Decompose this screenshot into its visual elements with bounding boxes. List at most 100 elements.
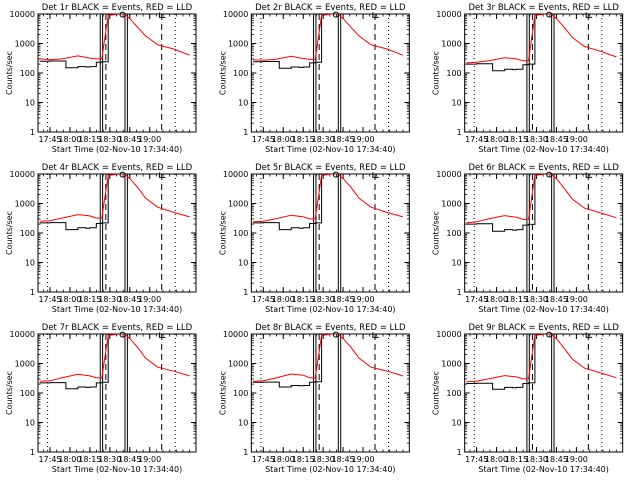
x-tick-label: 18:45 (118, 135, 141, 144)
y-tick-label: 1000 (15, 200, 35, 209)
x-tick-label: 17:45 (465, 295, 488, 304)
marker-circle (546, 171, 553, 178)
x-tick-label: 18:30 (98, 135, 121, 144)
y-tick-label: 10 (238, 419, 248, 428)
x-tick-label: 17:45 (252, 135, 275, 144)
marker-circle (546, 331, 553, 338)
series-events-line (466, 334, 617, 390)
series-lld-line (252, 14, 404, 61)
marker-circle (119, 171, 126, 178)
panel-det-3: Det 3r BLACK = Events, RED = LLD 1 10 100 10… (432, 3, 624, 154)
x-tick-label: 18:00 (58, 295, 81, 304)
x-tick-label: 18:00 (58, 455, 81, 464)
marker-corner (372, 172, 379, 178)
plot-frame (250, 173, 410, 293)
x-tick-label: 18:30 (312, 455, 335, 464)
marker-circle (332, 171, 339, 178)
y-axis-label: Counts/sec (218, 211, 227, 255)
y-tick-label: 10000 (223, 170, 248, 179)
x-tick-label: 18:45 (332, 135, 355, 144)
y-tick-label: 10 (451, 99, 461, 108)
x-tick-label: 18:00 (485, 455, 508, 464)
y-tick-label: 10000 (436, 330, 461, 339)
series-lld-line (466, 14, 617, 64)
panel-title: Det 8r BLACK = Events, RED = LLD (255, 323, 406, 333)
panel-det-7: Det 7r BLACK = Events, RED = LLD 1 10 100 10… (5, 323, 197, 474)
y-tick-label: 10 (451, 419, 461, 428)
marker-corner (372, 332, 379, 338)
y-tick-label: 1000 (441, 40, 461, 49)
x-tick-label: 18:45 (118, 455, 141, 464)
y-tick-label: 100 (446, 389, 461, 398)
series-lld-line (466, 334, 617, 383)
y-tick-label: 100 (233, 389, 248, 398)
x-tick-label: 18:00 (58, 135, 81, 144)
x-tick-label: 18:45 (545, 455, 568, 464)
marker-circle (332, 331, 339, 338)
x-tick-label: 19:00 (352, 455, 375, 464)
marker-corner (585, 12, 593, 18)
x-tick-label: 17:45 (465, 135, 488, 144)
series-events-line (466, 174, 617, 232)
y-tick-label: 1 (30, 288, 35, 297)
panel-det-8: Det 8r BLACK = Events, RED = LLD 1 10 100 10… (218, 323, 410, 474)
marker-corner (585, 332, 593, 338)
x-tick-label: 17:45 (465, 455, 488, 464)
panel-det-6: Det 6r BLACK = Events, RED = LLD 1 10 100 10… (432, 163, 624, 314)
x-tick-label: 19:00 (565, 295, 588, 304)
y-tick-label: 100 (446, 69, 461, 78)
y-tick-label: 100 (233, 69, 248, 78)
y-axis-label: Counts/sec (432, 211, 441, 255)
x-tick-label: 18:15 (505, 455, 528, 464)
y-tick-label: 10000 (10, 10, 35, 19)
y-tick-label: 10000 (10, 170, 35, 179)
series-lld-line (39, 334, 190, 382)
panel-title: Det 4r BLACK = Events, RED = LLD (42, 163, 193, 173)
y-tick-label: 1 (243, 128, 248, 137)
y-tick-label: 1 (30, 448, 35, 457)
y-tick-label: 10000 (223, 330, 248, 339)
x-tick-label: 17:45 (38, 295, 61, 304)
y-tick-label: 10000 (223, 10, 248, 19)
y-tick-label: 1000 (441, 200, 461, 209)
x-axis-label: Start Time (02-Nov-10 17:34:40) (265, 145, 395, 154)
series-events-line (466, 14, 617, 72)
series-events-line (252, 14, 403, 69)
panel-title: Det 6r BLACK = Events, RED = LLD (468, 163, 619, 173)
panel-title: Det 5r BLACK = Events, RED = LLD (255, 163, 406, 173)
x-tick-label: 19:00 (138, 135, 161, 144)
x-tick-label: 19:00 (565, 455, 588, 464)
y-tick-label: 10 (25, 419, 35, 428)
plot-frame (37, 13, 197, 133)
y-tick-label: 1 (30, 128, 35, 137)
marker-corner (372, 12, 379, 18)
y-tick-label: 10000 (10, 330, 35, 339)
panel-title: Det 3r BLACK = Events, RED = LLD (468, 3, 619, 13)
panel-title: Det 7r BLACK = Events, RED = LLD (42, 323, 193, 333)
series-events-line (252, 334, 403, 388)
series-lld-line (39, 14, 190, 61)
panel-det-4: Det 4r BLACK = Events, RED = LLD 1 10 100 10… (5, 163, 197, 314)
x-tick-label: 18:00 (272, 135, 295, 144)
x-tick-label: 18:15 (505, 295, 528, 304)
marker-circle (119, 331, 126, 338)
x-axis-label: Start Time (02-Nov-10 17:34:40) (265, 305, 395, 314)
x-tick-label: 17:45 (38, 455, 61, 464)
y-tick-label: 1000 (228, 40, 248, 49)
y-tick-label: 100 (20, 229, 35, 238)
x-tick-label: 19:00 (352, 135, 375, 144)
series-events-line (252, 174, 403, 231)
x-axis-label: Start Time (02-Nov-10 17:34:40) (52, 145, 182, 154)
x-tick-label: 18:15 (78, 135, 101, 144)
panel-title: Det 1r BLACK = Events, RED = LLD (42, 3, 193, 13)
x-tick-label: 18:30 (98, 295, 121, 304)
y-axis-label: Counts/sec (432, 51, 441, 95)
x-tick-label: 19:00 (138, 455, 161, 464)
series-lld-line (39, 174, 190, 222)
marker-circle (119, 11, 126, 18)
x-tick-label: 17:45 (38, 135, 61, 144)
y-tick-label: 10 (238, 99, 248, 108)
x-tick-label: 18:30 (525, 135, 548, 144)
y-tick-label: 10 (238, 259, 248, 268)
